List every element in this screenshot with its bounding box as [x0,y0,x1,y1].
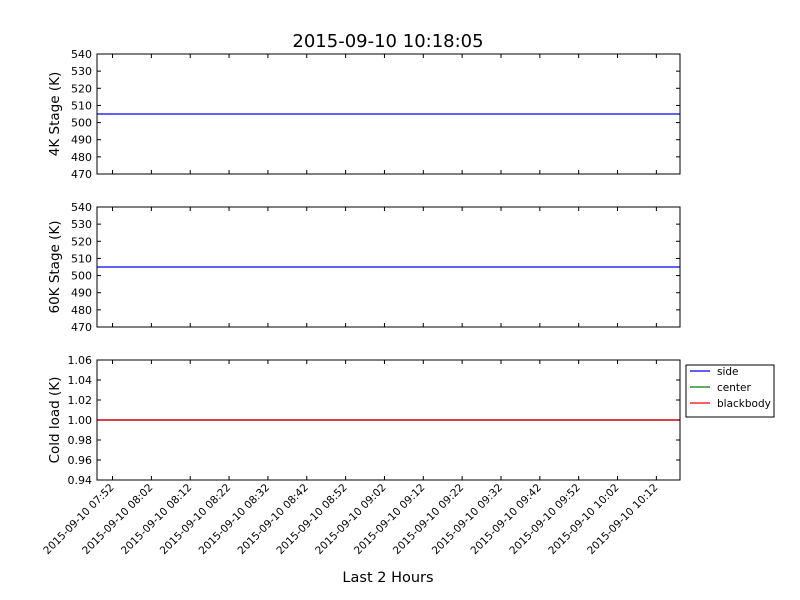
x-tick-label: 2015-09-10 09:02 [313,482,388,557]
plot-frame [96,53,681,175]
subplot-3: 0.94 0.96 0.98 1.00 1.02 1.04 1.06 Cold load (K… [41,354,775,557]
y-tick-label: 470 [71,321,92,334]
x-tick-label: 2015-09-10 08:52 [274,482,349,557]
legend-label: center [717,382,751,394]
y-tick-label: 510 [71,252,92,265]
y-tick-label: 1.02 [68,394,93,407]
x-tick-label: 2015-09-10 09:12 [352,482,427,557]
legend: side center blackbody [685,364,775,418]
x-tick-label: 2015-09-10 09:22 [391,482,466,557]
x-tick-label: 2015-09-10 10:12 [585,482,660,557]
subplot-1: 470 480 490 500 510 520 530 540 4K Stage (K) [47,48,681,181]
y-tick-label: 520 [71,235,92,248]
x-axis-label: Last 2 Hours [342,570,433,586]
y-tick-label: 480 [71,151,92,164]
subplot-2: 470 480 490 500 510 520 530 540 60K Stage (K) [47,201,681,334]
y-tick-label: 0.98 [68,434,93,447]
x-tick-label: 2015-09-10 10:02 [546,482,621,557]
y-tick-label: 490 [71,134,92,147]
y-tick-label: 1.00 [68,414,93,427]
y-tick-label: 510 [71,99,92,112]
y-tick-label: 470 [71,168,92,181]
x-tick-label: 2015-09-10 08:12 [119,482,194,557]
legend-label: blackbody [717,398,771,410]
x-tick-label: 2015-09-10 08:42 [235,482,310,557]
x-tick-label: 2015-09-10 08:32 [197,482,272,557]
x-tick-label: 2015-09-10 08:22 [158,482,233,557]
y-tick-label: 0.94 [68,474,93,487]
y-axis-label: 4K Stage (K) [47,72,63,156]
legend-label: side [717,366,739,378]
y-tick-label: 1.04 [68,374,93,387]
x-tick-label: 2015-09-10 09:32 [430,482,505,557]
legend-box [685,364,775,418]
plot-frame [96,359,681,481]
y-tick-label: 1.06 [68,354,93,367]
y-tick-label: 500 [71,270,92,283]
y-tick-label: 0.96 [68,454,93,467]
x-tick-label: 2015-09-10 09:42 [469,482,544,557]
y-tick-label: 490 [71,287,92,300]
y-tick-label: 480 [71,304,92,317]
plot-frame [96,206,681,328]
y-tick-label: 520 [71,82,92,95]
y-tick-label: 540 [71,48,92,61]
x-tick-label: 2015-09-10 08:02 [80,482,155,557]
y-tick-label: 530 [71,218,92,231]
y-axis-label: 60K Stage (K) [47,220,63,313]
y-tick-label: 540 [71,201,92,214]
y-tick-label: 500 [71,117,92,130]
x-tick-label: 2015-09-10 07:52 [41,482,116,557]
y-tick-label: 530 [71,65,92,78]
y-axis-label: Cold load (K) [47,377,63,464]
figure-title: 2015-09-10 10:18:05 [292,31,483,52]
x-tick-label: 2015-09-10 09:52 [507,482,582,557]
